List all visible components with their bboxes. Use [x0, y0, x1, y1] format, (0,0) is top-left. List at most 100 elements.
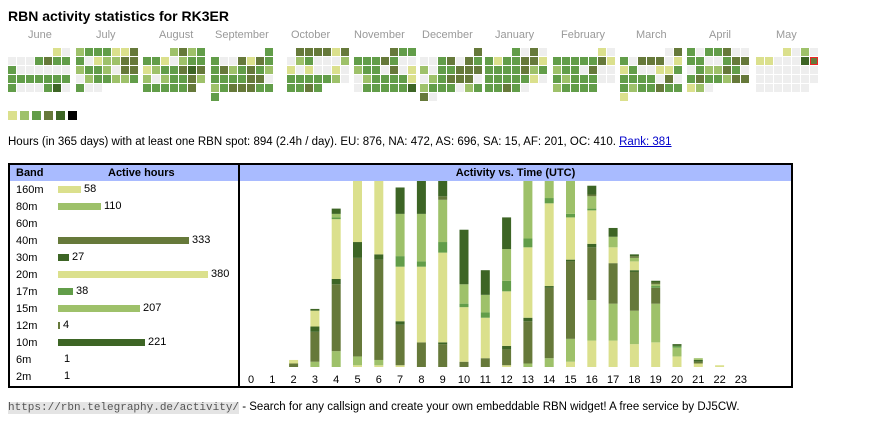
calendar-day[interactable]: [103, 75, 111, 83]
calendar-day[interactable]: [438, 66, 446, 74]
calendar-day[interactable]: [296, 57, 304, 65]
calendar-day[interactable]: [494, 84, 502, 92]
calendar-day[interactable]: [238, 66, 246, 74]
calendar-day[interactable]: [341, 75, 349, 83]
calendar-day[interactable]: [553, 75, 561, 83]
calendar-day[interactable]: [723, 75, 731, 83]
calendar-day[interactable]: [332, 57, 340, 65]
calendar-day[interactable]: [94, 66, 102, 74]
calendar-day[interactable]: [85, 75, 93, 83]
calendar-day[interactable]: [314, 66, 322, 74]
calendar-day[interactable]: [465, 57, 473, 65]
calendar-day[interactable]: [247, 66, 255, 74]
calendar-day[interactable]: [62, 57, 70, 65]
calendar-day[interactable]: [571, 57, 579, 65]
calendar-day[interactable]: [714, 75, 722, 83]
calendar-day[interactable]: [447, 57, 455, 65]
calendar-day[interactable]: [598, 57, 606, 65]
calendar-day[interactable]: [220, 57, 228, 65]
calendar-day[interactable]: [408, 84, 416, 92]
calendar-day[interactable]: [429, 84, 437, 92]
calendar-day[interactable]: [629, 66, 637, 74]
calendar-day[interactable]: [696, 66, 704, 74]
calendar-day[interactable]: [8, 84, 16, 92]
calendar-day[interactable]: [629, 84, 637, 92]
calendar-day[interactable]: [44, 75, 52, 83]
calendar-day[interactable]: [562, 57, 570, 65]
calendar-day[interactable]: [589, 66, 597, 74]
calendar-day[interactable]: [94, 48, 102, 56]
calendar-day[interactable]: [26, 57, 34, 65]
calendar-day[interactable]: [103, 48, 111, 56]
calendar-day[interactable]: [765, 75, 773, 83]
calendar-day[interactable]: [530, 66, 538, 74]
calendar-day[interactable]: [256, 75, 264, 83]
calendar-day[interactable]: [363, 66, 371, 74]
calendar-day[interactable]: [256, 57, 264, 65]
calendar-day[interactable]: [792, 66, 800, 74]
calendar-day[interactable]: [474, 57, 482, 65]
rank-link[interactable]: Rank: 381: [619, 136, 672, 148]
calendar-day[interactable]: [211, 84, 219, 92]
calendar-day[interactable]: [705, 84, 713, 92]
calendar-day[interactable]: [94, 84, 102, 92]
calendar-day[interactable]: [438, 84, 446, 92]
calendar-day[interactable]: [732, 48, 740, 56]
calendar-day[interactable]: [474, 66, 482, 74]
calendar-day[interactable]: [76, 84, 84, 92]
calendar-day[interactable]: [390, 57, 398, 65]
calendar-day[interactable]: [810, 48, 818, 56]
calendar-day[interactable]: [112, 57, 120, 65]
calendar-day[interactable]: [85, 48, 93, 56]
calendar-day[interactable]: [314, 75, 322, 83]
calendar-day[interactable]: [589, 84, 597, 92]
calendar-day[interactable]: [553, 84, 561, 92]
calendar-day[interactable]: [296, 48, 304, 56]
calendar-day[interactable]: [44, 57, 52, 65]
calendar-day[interactable]: [314, 57, 322, 65]
calendar-day[interactable]: [647, 75, 655, 83]
calendar-day[interactable]: [456, 57, 464, 65]
calendar-day[interactable]: [229, 66, 237, 74]
calendar-day[interactable]: [188, 48, 196, 56]
calendar-day[interactable]: [399, 57, 407, 65]
calendar-day[interactable]: [756, 75, 764, 83]
calendar-day[interactable]: [247, 84, 255, 92]
calendar-day[interactable]: [152, 66, 160, 74]
calendar-day[interactable]: [8, 57, 16, 65]
calendar-day[interactable]: [143, 57, 151, 65]
calendar-day[interactable]: [801, 75, 809, 83]
calendar-day[interactable]: [741, 48, 749, 56]
calendar-day[interactable]: [512, 57, 520, 65]
calendar-day[interactable]: [256, 84, 264, 92]
calendar-day[interactable]: [161, 84, 169, 92]
calendar-day[interactable]: [732, 57, 740, 65]
calendar-day[interactable]: [341, 57, 349, 65]
calendar-day[interactable]: [296, 66, 304, 74]
calendar-day[interactable]: [474, 48, 482, 56]
calendar-day[interactable]: [687, 75, 695, 83]
calendar-day[interactable]: [503, 66, 511, 74]
calendar-day[interactable]: [723, 57, 731, 65]
calendar-day[interactable]: [801, 66, 809, 74]
calendar-day[interactable]: [332, 66, 340, 74]
calendar-day[interactable]: [170, 84, 178, 92]
calendar-day[interactable]: [354, 75, 362, 83]
calendar-day[interactable]: [714, 57, 722, 65]
calendar-day[interactable]: [620, 93, 628, 101]
calendar-day[interactable]: [732, 66, 740, 74]
calendar-day[interactable]: [429, 66, 437, 74]
calendar-day[interactable]: [783, 57, 791, 65]
calendar-day[interactable]: [539, 75, 547, 83]
calendar-day[interactable]: [485, 75, 493, 83]
calendar-day[interactable]: [696, 48, 704, 56]
calendar-day[interactable]: [638, 66, 646, 74]
calendar-day[interactable]: [723, 48, 731, 56]
calendar-day[interactable]: [792, 75, 800, 83]
calendar-day[interactable]: [620, 57, 628, 65]
calendar-day[interactable]: [76, 75, 84, 83]
calendar-day[interactable]: [571, 84, 579, 92]
calendar-day[interactable]: [512, 48, 520, 56]
calendar-day[interactable]: [656, 66, 664, 74]
calendar-day[interactable]: [420, 75, 428, 83]
